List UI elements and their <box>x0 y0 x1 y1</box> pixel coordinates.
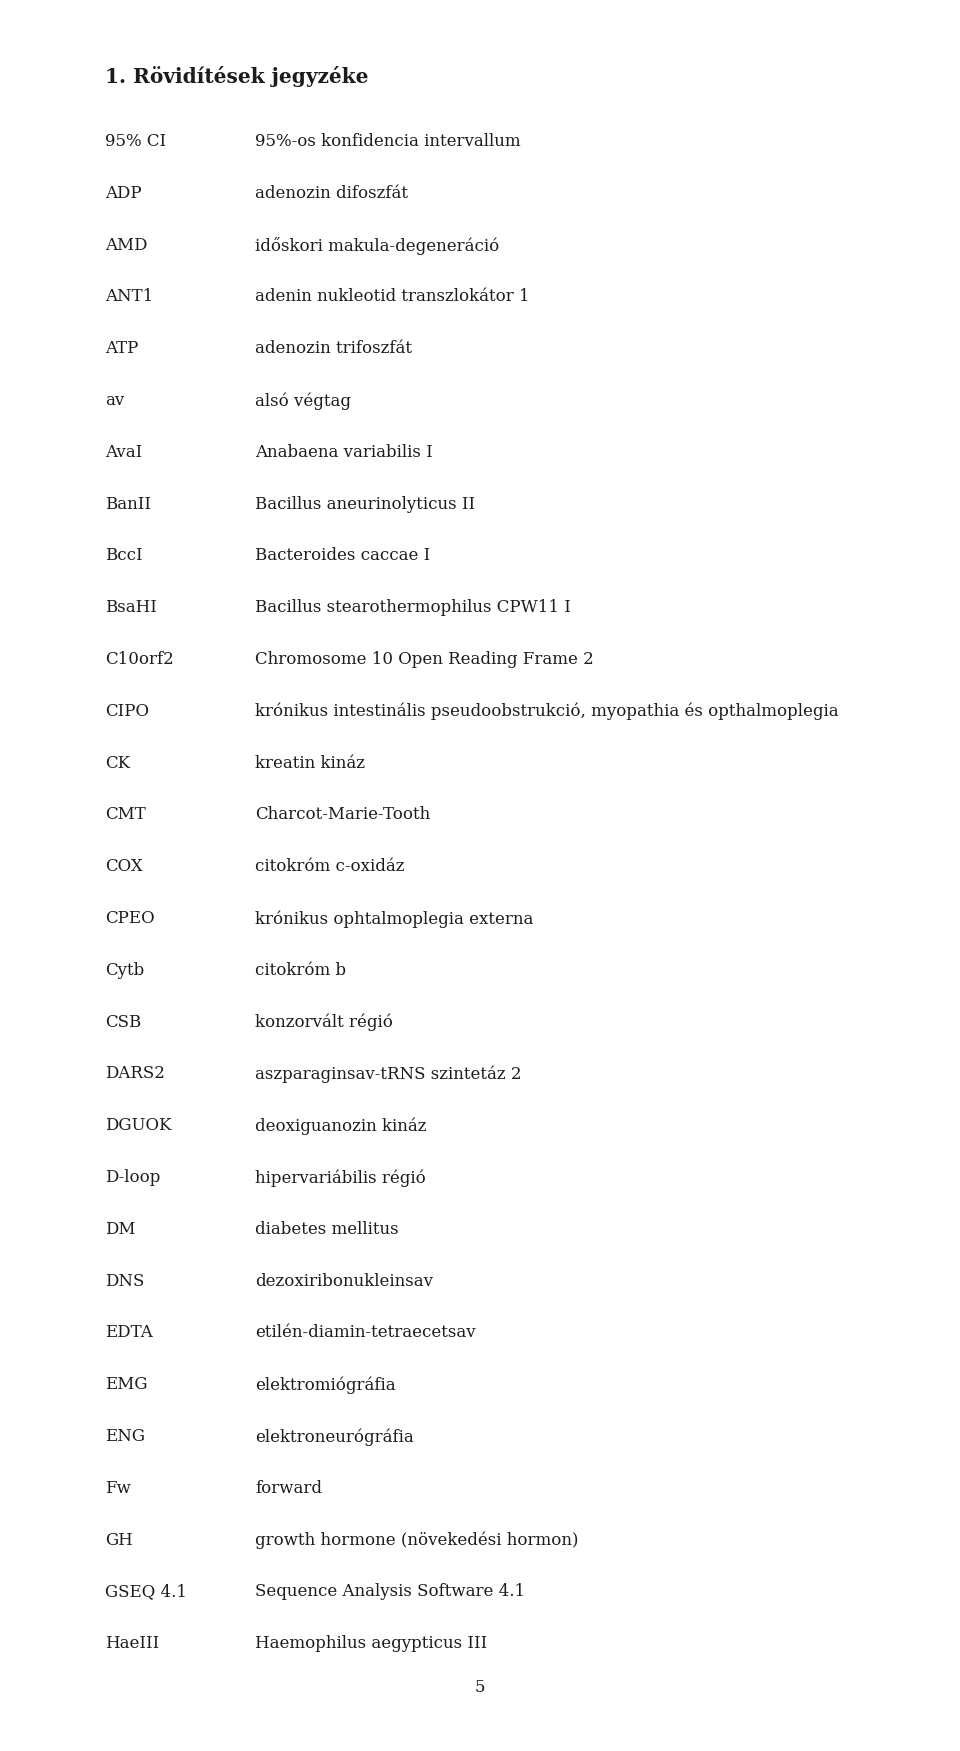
Text: hipervariábilis régió: hipervariábilis régió <box>255 1170 425 1187</box>
Text: CMT: CMT <box>105 807 146 823</box>
Text: konzorvált régió: konzorvált régió <box>255 1014 393 1031</box>
Text: aszparaginsav-tRNS szintetáz 2: aszparaginsav-tRNS szintetáz 2 <box>255 1065 521 1082</box>
Text: growth hormone (növekedési hormon): growth hormone (növekedési hormon) <box>255 1532 579 1550</box>
Text: HaeIII: HaeIII <box>105 1635 159 1653</box>
Text: időskori makula-degeneráció: időskori makula-degeneráció <box>255 236 499 254</box>
Text: 95% CI: 95% CI <box>105 133 166 151</box>
Text: CSB: CSB <box>105 1014 141 1031</box>
Text: Bacillus aneurinolyticus II: Bacillus aneurinolyticus II <box>255 496 475 513</box>
Text: BccI: BccI <box>105 548 143 564</box>
Text: CIPO: CIPO <box>105 702 149 720</box>
Text: 1. Rövidítések jegyzéke: 1. Rövidítések jegyzéke <box>105 67 369 88</box>
Text: CK: CK <box>105 755 131 772</box>
Text: BsaHI: BsaHI <box>105 599 156 616</box>
Text: Haemophilus aegypticus III: Haemophilus aegypticus III <box>255 1635 488 1653</box>
Text: alsó végtag: alsó végtag <box>255 392 351 410</box>
Text: Bacteroides caccae I: Bacteroides caccae I <box>255 548 430 564</box>
Text: adenin nukleotid transzlokátor 1: adenin nukleotid transzlokátor 1 <box>255 289 530 305</box>
Text: deoxiguanozin kináz: deoxiguanozin kináz <box>255 1117 426 1135</box>
Text: DGUOK: DGUOK <box>105 1117 172 1135</box>
Text: elektromiógráfia: elektromiógráfia <box>255 1376 396 1394</box>
Text: av: av <box>105 392 124 410</box>
Text: elektroneurógráfia: elektroneurógráfia <box>255 1429 414 1446</box>
Text: krónikus ophtalmoplegia externa: krónikus ophtalmoplegia externa <box>255 911 534 928</box>
Text: adenozin trifoszfát: adenozin trifoszfát <box>255 340 412 357</box>
Text: ENG: ENG <box>105 1429 145 1445</box>
Text: AMD: AMD <box>105 236 148 254</box>
Text: 95%-os konfidencia intervallum: 95%-os konfidencia intervallum <box>255 133 520 151</box>
Text: DARS2: DARS2 <box>105 1065 165 1082</box>
Text: 5: 5 <box>475 1679 485 1697</box>
Text: DNS: DNS <box>105 1273 144 1289</box>
Text: Anabaena variabilis I: Anabaena variabilis I <box>255 443 433 461</box>
Text: citokróm b: citokróm b <box>255 961 347 979</box>
Text: CPEO: CPEO <box>105 911 155 926</box>
Text: forward: forward <box>255 1480 322 1497</box>
Text: etilén-diamin-tetraecetsav: etilén-diamin-tetraecetsav <box>255 1324 475 1341</box>
Text: ADP: ADP <box>105 186 142 201</box>
Text: ANT1: ANT1 <box>105 289 154 305</box>
Text: Cytb: Cytb <box>105 961 144 979</box>
Text: Bacillus stearothermophilus CPW11 I: Bacillus stearothermophilus CPW11 I <box>255 599 571 616</box>
Text: dezoxiribonukleinsav: dezoxiribonukleinsav <box>255 1273 433 1289</box>
Text: C10orf2: C10orf2 <box>105 651 174 667</box>
Text: Chromosome 10 Open Reading Frame 2: Chromosome 10 Open Reading Frame 2 <box>255 651 593 667</box>
Text: D-loop: D-loop <box>105 1170 160 1185</box>
Text: krónikus intestinális pseudoobstrukció, myopathia és opthalmoplegia: krónikus intestinális pseudoobstrukció, … <box>255 702 839 720</box>
Text: Charcot-Marie-Tooth: Charcot-Marie-Tooth <box>255 807 430 823</box>
Text: EMG: EMG <box>105 1376 148 1394</box>
Text: GH: GH <box>105 1532 132 1548</box>
Text: GSEQ 4.1: GSEQ 4.1 <box>105 1583 187 1600</box>
Text: DM: DM <box>105 1220 135 1238</box>
Text: Fw: Fw <box>105 1480 131 1497</box>
Text: COX: COX <box>105 858 143 876</box>
Text: ATP: ATP <box>105 340 138 357</box>
Text: citokróm c-oxidáz: citokróm c-oxidáz <box>255 858 404 876</box>
Text: diabetes mellitus: diabetes mellitus <box>255 1220 398 1238</box>
Text: adenozin difoszfát: adenozin difoszfát <box>255 186 408 201</box>
Text: BanII: BanII <box>105 496 151 513</box>
Text: AvaI: AvaI <box>105 443 142 461</box>
Text: Sequence Analysis Software 4.1: Sequence Analysis Software 4.1 <box>255 1583 525 1600</box>
Text: kreatin kináz: kreatin kináz <box>255 755 365 772</box>
Text: EDTA: EDTA <box>105 1324 153 1341</box>
